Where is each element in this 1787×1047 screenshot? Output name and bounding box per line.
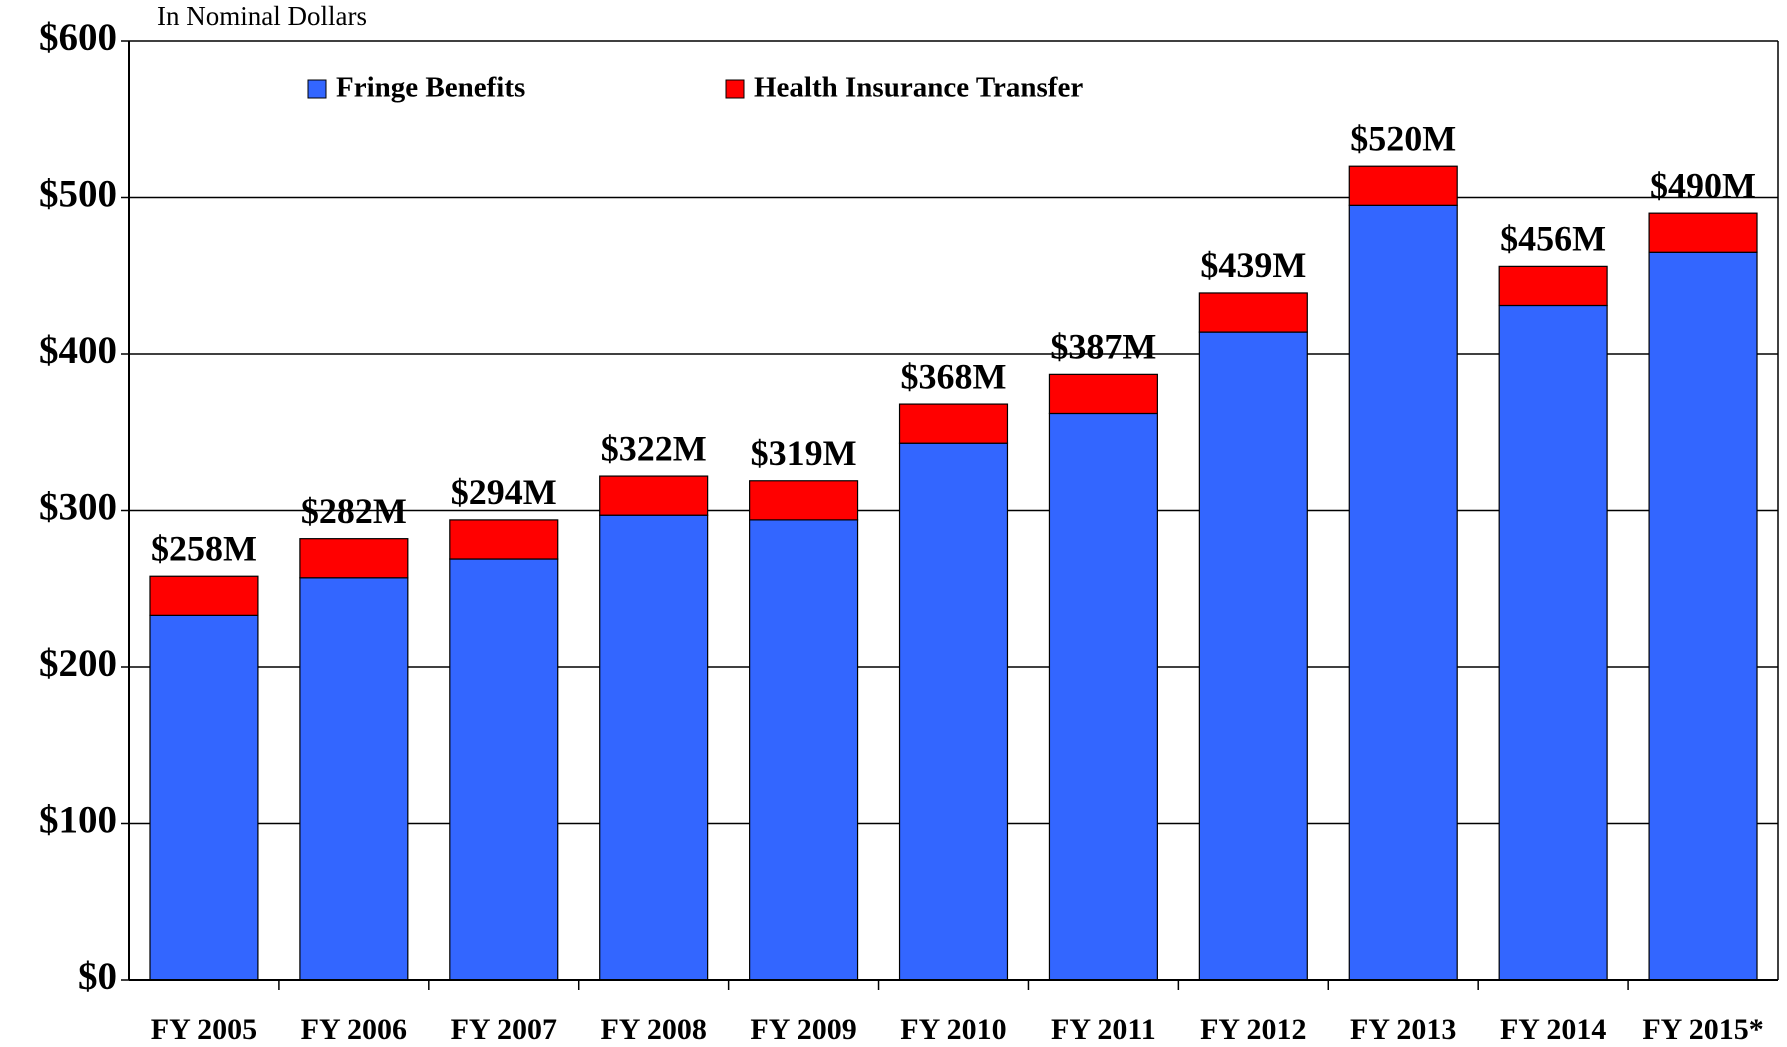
total-label: $456M — [1500, 219, 1606, 259]
total-label: $294M — [451, 472, 557, 512]
bar-segment — [149, 614, 259, 981]
x-tick-label: FY 2009 — [750, 1013, 856, 1046]
legend-swatch — [725, 79, 745, 99]
bar-segment — [898, 442, 1009, 981]
bar-segment — [149, 575, 259, 616]
x-tick-label: FY 2011 — [1051, 1013, 1156, 1046]
bar-segment — [1198, 331, 1308, 981]
bar-segment — [749, 480, 859, 521]
x-tick-label: FY 2006 — [301, 1013, 407, 1046]
legend-label: Fringe Benefits — [336, 72, 525, 104]
y-tick-label: $400 — [39, 329, 117, 372]
total-label: $258M — [151, 528, 257, 568]
bar-segment — [599, 475, 709, 516]
chart-subtitle: In Nominal Dollars — [157, 1, 367, 31]
bar-segment — [1648, 251, 1758, 981]
x-tick-label: FY 2008 — [600, 1013, 706, 1046]
bar-segment — [1498, 304, 1608, 981]
bar-segment — [1348, 165, 1458, 206]
y-tick-label: $0 — [78, 955, 117, 998]
total-label: $520M — [1350, 118, 1456, 158]
bar-segment — [449, 558, 559, 981]
y-tick-label: $200 — [39, 642, 117, 685]
legend-label: Health Insurance Transfer — [754, 72, 1083, 104]
y-tick-label: $100 — [39, 798, 117, 841]
x-tick-label: FY 2010 — [900, 1013, 1006, 1046]
bar-segment — [1198, 292, 1308, 333]
total-label: $368M — [901, 356, 1007, 396]
y-tick-label: $600 — [39, 16, 117, 59]
total-label: $387M — [1050, 327, 1156, 367]
bar-segment — [1648, 212, 1758, 253]
bar-segment — [898, 403, 1009, 444]
total-label: $282M — [301, 491, 407, 531]
bar-segment — [299, 538, 409, 579]
bar-segment — [599, 514, 709, 981]
x-tick-label: FY 2007 — [451, 1013, 557, 1046]
x-tick-label: FY 2005 — [151, 1013, 257, 1046]
bar-segment — [1048, 412, 1158, 981]
y-tick-label: $500 — [39, 172, 117, 215]
bar-segment — [749, 519, 859, 981]
total-label: $439M — [1200, 245, 1306, 285]
bar-segment — [1048, 373, 1158, 415]
total-label: $319M — [751, 433, 857, 473]
x-tick-label: FY 2015* — [1642, 1013, 1763, 1046]
bar-segment — [1348, 204, 1458, 981]
total-label: $490M — [1650, 165, 1756, 205]
x-tick-label: FY 2012 — [1200, 1013, 1306, 1046]
total-label: $322M — [601, 428, 707, 468]
bar-segment — [1498, 265, 1608, 307]
y-tick-label: $300 — [39, 485, 117, 528]
bar-segment — [299, 577, 409, 981]
x-tick-label: FY 2013 — [1350, 1013, 1456, 1046]
bar-segment — [449, 519, 559, 560]
x-tick-label: FY 2014 — [1500, 1013, 1606, 1046]
legend-swatch — [307, 79, 327, 99]
